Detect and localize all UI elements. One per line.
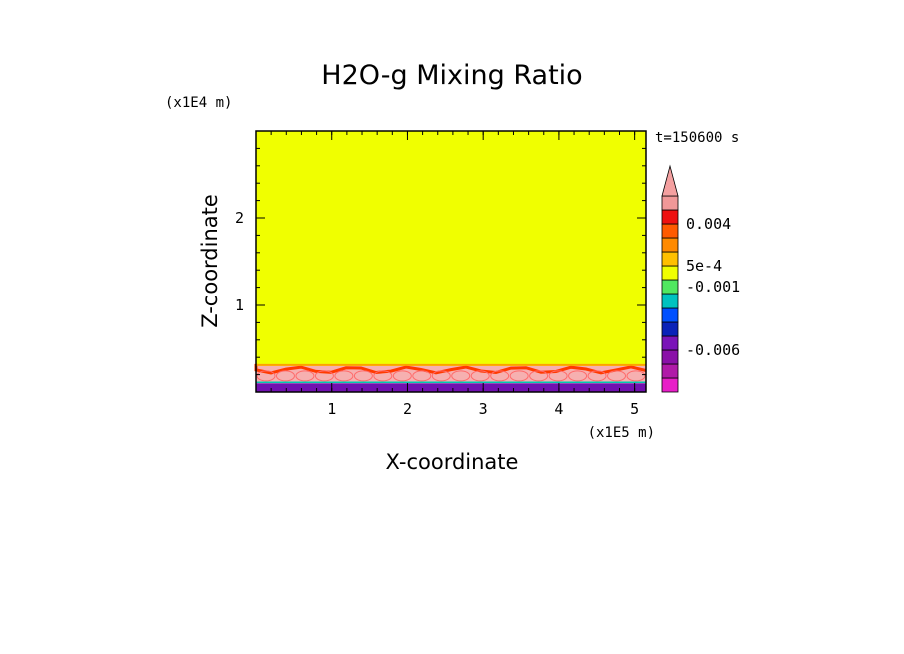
colorbar-label: 5e-4 xyxy=(686,257,722,275)
colorbar-level-4 xyxy=(661,321,679,337)
field-layer-1 xyxy=(256,365,646,384)
boundary-bump xyxy=(626,370,646,382)
boundary-bump xyxy=(529,370,549,382)
boundary-bump xyxy=(568,370,588,382)
colorbar-level-11 xyxy=(661,223,679,239)
boundary-bump xyxy=(256,370,276,382)
colorbar-extension xyxy=(661,164,679,197)
boundary-bump xyxy=(451,370,471,382)
boundary-bump xyxy=(412,370,432,382)
colorbar-level-6 xyxy=(661,293,679,309)
colorbar-level-3 xyxy=(661,335,679,351)
colorbar-level-13 xyxy=(661,195,679,211)
chart-title: H2O-g Mixing Ratio xyxy=(321,60,582,91)
colorbar-level-9 xyxy=(661,251,679,267)
boundary-bump xyxy=(470,370,490,382)
boundary-bump xyxy=(509,370,529,382)
y-axis-label: Z-coordinate xyxy=(198,194,222,328)
colorbar-level-0 xyxy=(661,377,679,393)
boundary-bump xyxy=(431,370,451,382)
y-tick-label: 1 xyxy=(235,296,244,314)
x-tick-label: 3 xyxy=(479,400,488,418)
boundary-bump xyxy=(490,370,510,382)
boundary-bump xyxy=(295,370,315,382)
x-tick-label: 5 xyxy=(630,400,639,418)
boundary-bump xyxy=(314,370,334,382)
colorbar-label: 0.004 xyxy=(686,215,731,233)
colorbar-level-12 xyxy=(661,209,679,225)
field-layer-2 xyxy=(256,383,646,392)
axis-ticks: 1 2 3 4 5 1 2 xyxy=(235,131,646,418)
colorbar-label: -0.006 xyxy=(686,341,740,359)
colorbar-level-5 xyxy=(661,307,679,323)
colorbar-level-7 xyxy=(661,279,679,295)
colorbar: 0.004 5e-4 -0.001 -0.006 xyxy=(661,164,740,393)
boundary-bump xyxy=(587,370,607,382)
boundary-bump xyxy=(373,370,393,382)
x-tick-label: 4 xyxy=(554,400,563,418)
time-label: t=150600 s xyxy=(655,130,739,146)
y-unit-label: (x1E4 m) xyxy=(165,95,232,111)
plot-frame xyxy=(255,130,647,393)
y-tick-label: 2 xyxy=(235,209,244,227)
colorbar-level-10 xyxy=(661,237,679,253)
colorbar-level-1 xyxy=(661,363,679,379)
boundary-bump xyxy=(392,370,412,382)
colorbar-level-8 xyxy=(661,265,679,281)
boundary-bump xyxy=(353,370,373,382)
colorbar-level-2 xyxy=(661,349,679,365)
boundary-bump xyxy=(548,370,568,382)
x-tick-label: 2 xyxy=(403,400,412,418)
boundary-bump xyxy=(607,370,627,382)
plot-area xyxy=(254,130,647,393)
field-layer-0 xyxy=(256,131,646,366)
x-unit-label: (x1E5 m) xyxy=(588,425,655,441)
boundary-bump xyxy=(334,370,354,382)
x-tick-label: 1 xyxy=(327,400,336,418)
x-axis-label: X-coordinate xyxy=(386,450,519,474)
boundary-bump xyxy=(275,370,295,382)
colorbar-label: -0.001 xyxy=(686,278,740,296)
